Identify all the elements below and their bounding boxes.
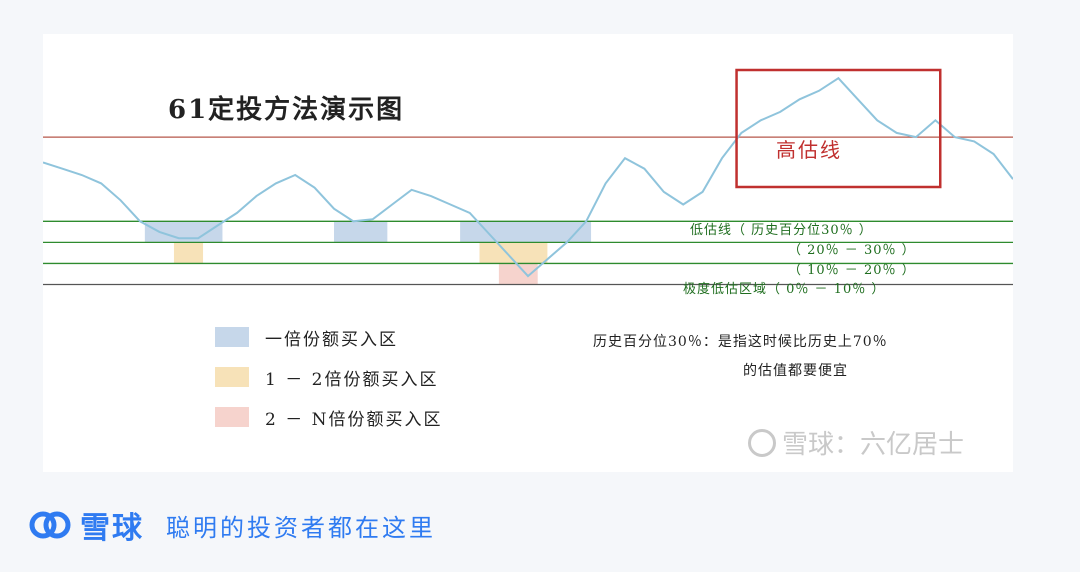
footer: 雪球 聪明的投资者都在这里 <box>28 500 436 550</box>
chart-card: 61定投方法演示图 高估线 低估线（ 历史百分位30％ ） （ 20％ － 30… <box>43 34 1013 472</box>
band-label-20-30: （ 20％ － 30％ ） <box>788 243 916 258</box>
chart-title: 61定投方法演示图 <box>168 95 405 125</box>
zone-1x <box>334 221 388 243</box>
legend-item-nx: 2 － N倍份额买入区 <box>215 406 443 430</box>
xueqiu-logo-icon <box>748 428 776 457</box>
legend-item-2x: 1 － 2倍份额买入区 <box>215 366 439 390</box>
watermark-text: 雪球：六亿居士 <box>782 430 965 460</box>
zone-2x <box>479 242 548 264</box>
legend-item-1x: 一倍份额买入区 <box>215 326 398 350</box>
note-line-1: 历史百分位30％：是指这时候比历史上70％ <box>593 334 888 350</box>
high-valuation-label: 高估线 <box>776 138 842 162</box>
legend-label: 一倍份额买入区 <box>265 329 398 350</box>
footer-brand: 雪球 <box>80 511 144 546</box>
legend-swatch <box>215 327 249 347</box>
band-label-low: 低估线（ 历史百分位30％ ） <box>690 223 873 238</box>
legend-swatch <box>215 407 249 427</box>
footer-slogan: 聪明的投资者都在这里 <box>166 513 436 542</box>
series-line <box>43 76 1013 278</box>
legend-label: 2 － N倍份额买入区 <box>265 409 443 430</box>
note-line-2: 的估值都要便宜 <box>743 363 848 379</box>
zone-1x <box>144 221 223 243</box>
band-label-10-20: （ 10％ － 20％ ） <box>788 263 916 278</box>
high-valuation-box <box>735 68 942 189</box>
band-label-0-10: 极度低估区域（ 0％ － 10％ ） <box>683 282 886 297</box>
chart-svg <box>43 68 1013 286</box>
zone-nx <box>498 263 538 285</box>
zone-2x <box>173 242 204 264</box>
legend-swatch <box>215 367 249 387</box>
legend-label: 1 － 2倍份额买入区 <box>265 369 439 390</box>
xueqiu-logo-icon <box>29 511 71 539</box>
watermark: 雪球：六亿居士 <box>748 424 964 461</box>
